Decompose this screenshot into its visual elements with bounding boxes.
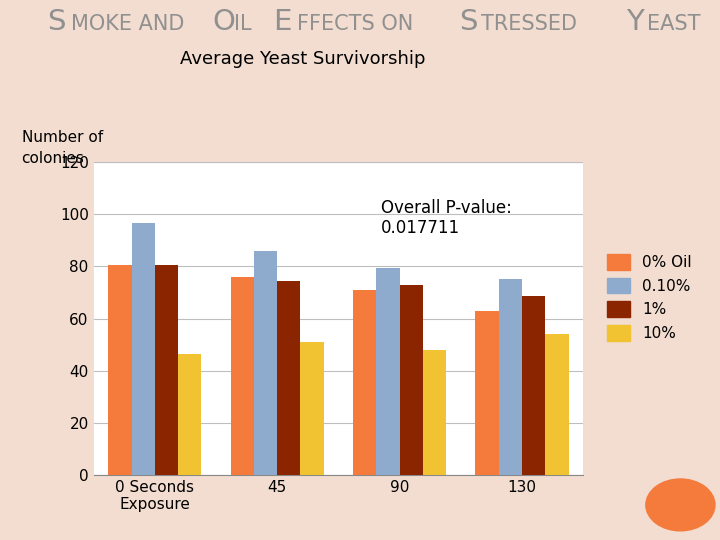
Bar	[132, 224, 155, 475]
Text: Y: Y	[626, 8, 644, 36]
Bar	[353, 290, 377, 475]
Text: E: E	[274, 8, 292, 36]
Text: Overall P-value:
0.017711: Overall P-value: 0.017711	[382, 199, 512, 238]
Bar	[499, 280, 522, 475]
Text: TRESSED: TRESSED	[481, 14, 584, 33]
Bar	[155, 265, 178, 475]
Bar	[108, 265, 132, 475]
Text: FFECTS ON: FFECTS ON	[297, 14, 420, 33]
Bar	[522, 296, 545, 475]
Text: S: S	[47, 8, 66, 36]
Bar	[475, 311, 499, 475]
Text: S: S	[459, 8, 478, 36]
Bar	[300, 342, 324, 475]
Text: EAST: EAST	[647, 14, 700, 33]
Bar	[178, 354, 202, 475]
Bar	[230, 277, 254, 475]
Bar	[277, 281, 300, 475]
Bar	[377, 268, 400, 475]
Legend: 0% Oil, 0.10%, 1%, 10%: 0% Oil, 0.10%, 1%, 10%	[600, 248, 698, 347]
Bar	[423, 350, 446, 475]
Bar	[545, 334, 569, 475]
Text: Average Yeast Survivorship: Average Yeast Survivorship	[180, 50, 425, 68]
Text: colonies: colonies	[22, 151, 84, 166]
Bar	[254, 251, 277, 475]
Text: O: O	[212, 8, 235, 36]
Text: MOKE AND: MOKE AND	[71, 14, 191, 33]
Bar	[400, 285, 423, 475]
Text: IL: IL	[234, 14, 258, 33]
Text: Number of: Number of	[22, 130, 103, 145]
